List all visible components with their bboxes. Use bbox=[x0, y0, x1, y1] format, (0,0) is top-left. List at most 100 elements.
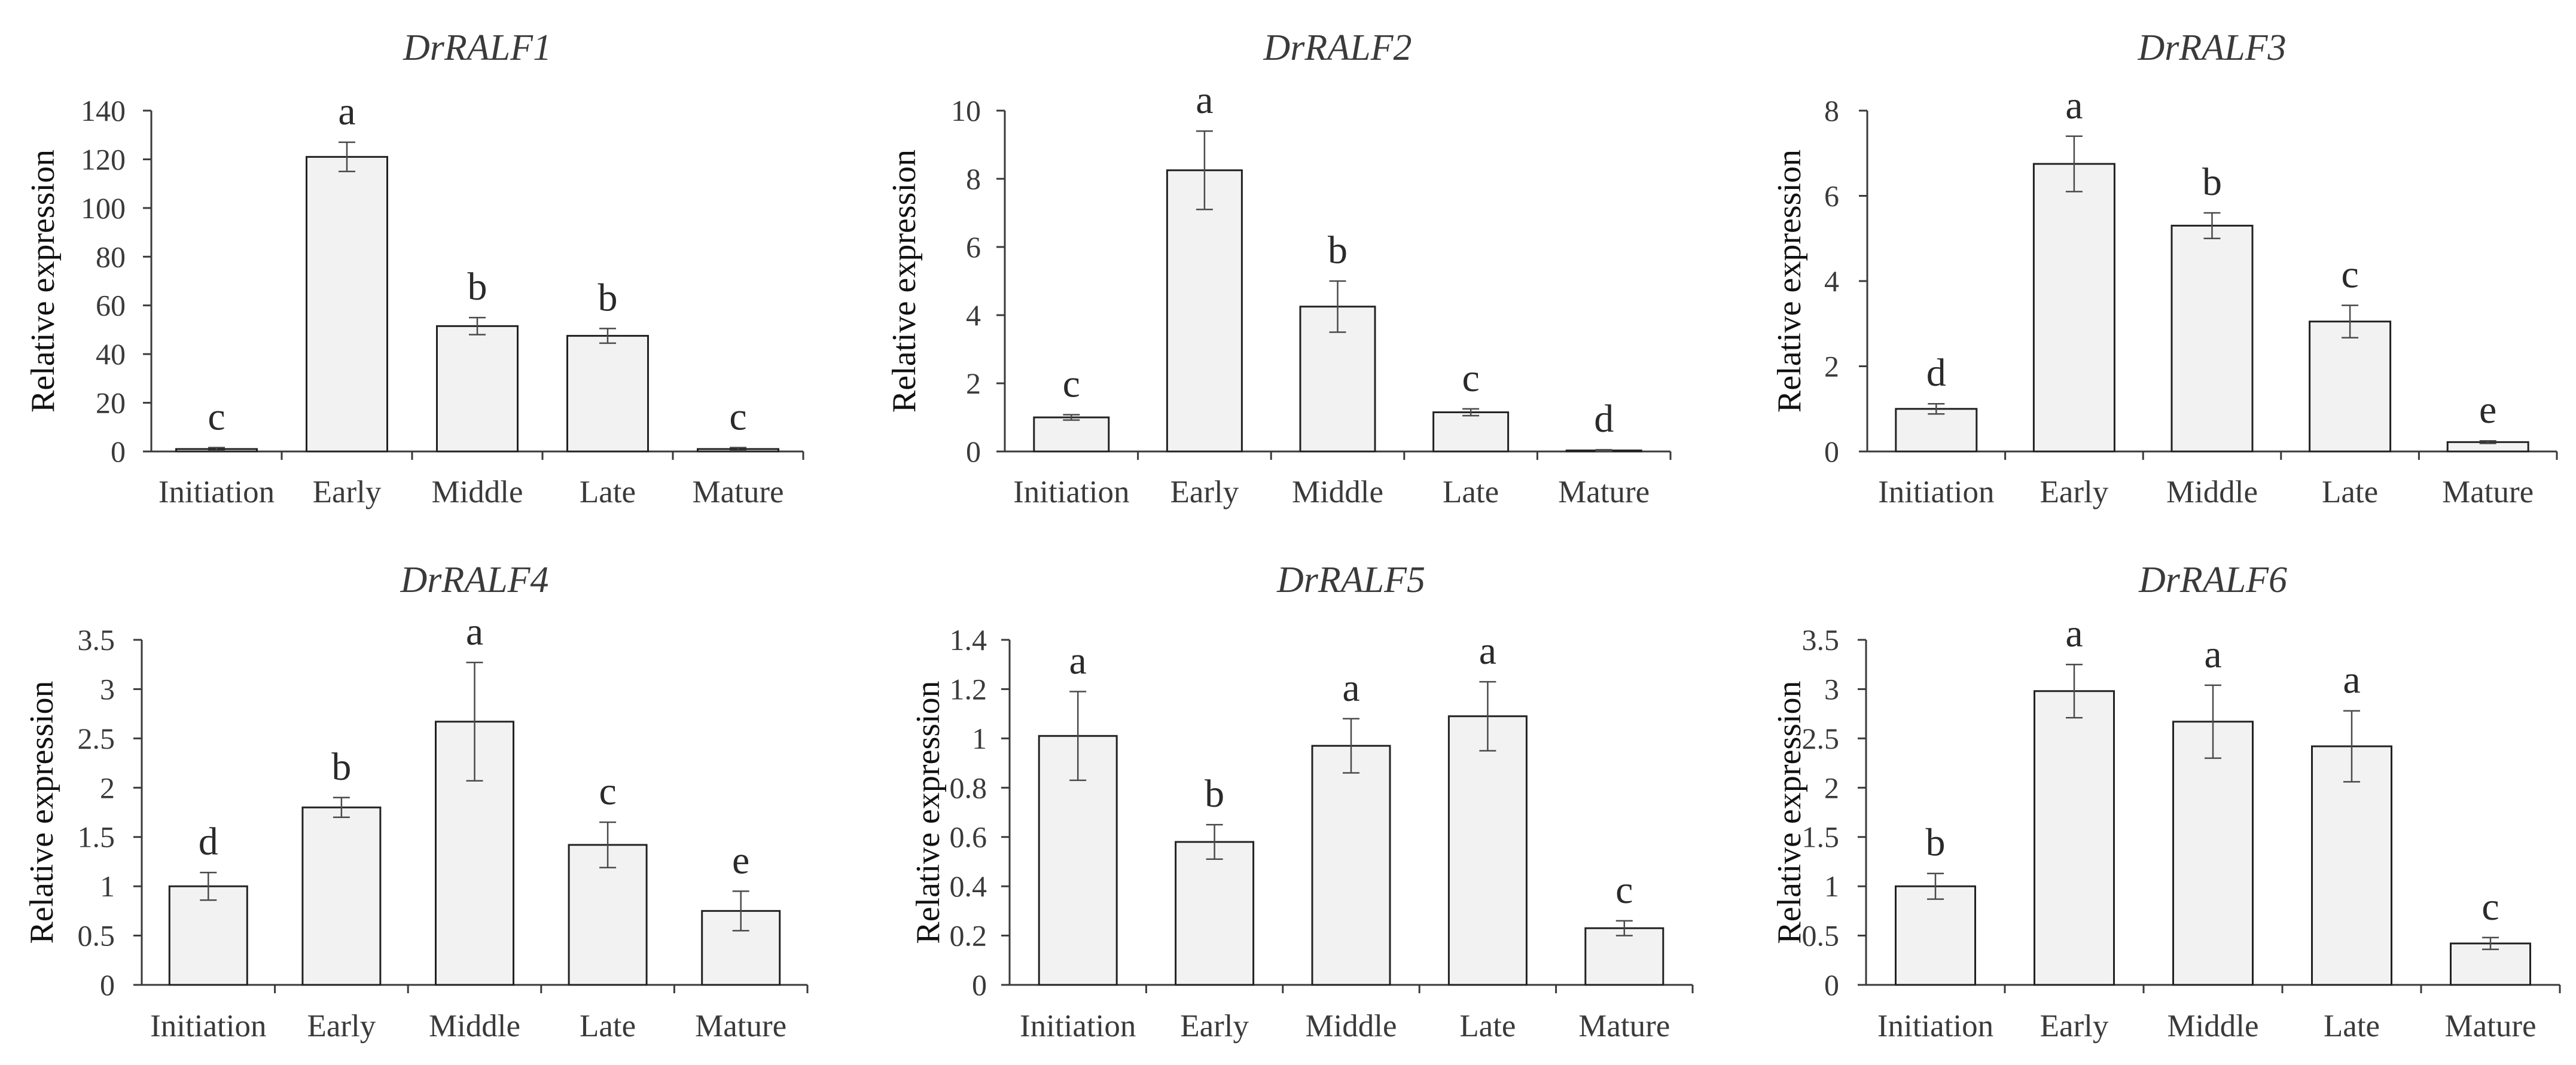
significance-label: a bbox=[1069, 639, 1087, 683]
y-tick-label: 0.6 bbox=[950, 820, 987, 854]
error-bar bbox=[2203, 212, 2221, 239]
error-bar bbox=[333, 797, 350, 818]
chart-title: DrRALF2 bbox=[1263, 28, 1412, 68]
x-tick-label: Late bbox=[580, 1009, 636, 1043]
significance-label: b bbox=[468, 265, 487, 309]
x-tick-label: Initiation bbox=[1877, 1009, 1993, 1043]
x-tick-label: Mature bbox=[2444, 1009, 2536, 1043]
y-axis-label: Relative expression bbox=[886, 149, 923, 413]
x-tick-label: Middle bbox=[1292, 475, 1383, 509]
significance-label: d bbox=[1926, 351, 1946, 395]
y-tick-label: 80 bbox=[96, 240, 126, 273]
significance-label: b bbox=[2202, 160, 2222, 204]
error-bar bbox=[1595, 448, 1612, 452]
y-tick-label: 120 bbox=[81, 142, 126, 176]
error-bar bbox=[1196, 130, 1213, 210]
bar-middle bbox=[1311, 744, 1391, 986]
significance-label: b bbox=[1328, 228, 1348, 272]
x-tick-label: Initiation bbox=[158, 475, 275, 509]
y-tick-label: 2.5 bbox=[1802, 722, 1840, 755]
x-tick-label: Mature bbox=[2442, 475, 2534, 509]
significance-label: a bbox=[338, 90, 355, 133]
y-tick-label: 100 bbox=[81, 191, 126, 225]
y-axis-label: Relative expression bbox=[23, 680, 60, 944]
error-bar bbox=[200, 871, 217, 901]
chart-panel-5: DrRALF5 Relative expression 0 0.2 0.4 0.6 0.8 1… bbox=[910, 560, 1694, 1043]
x-tick-label: Late bbox=[1443, 475, 1499, 509]
y-tick-label: 0.5 bbox=[1802, 919, 1840, 953]
y-tick-label: 3 bbox=[100, 672, 115, 706]
bar-initiation bbox=[168, 885, 248, 986]
y-tick-label: 1 bbox=[972, 722, 987, 755]
y-tick-label: 20 bbox=[96, 386, 126, 420]
y-tick-label: 2 bbox=[966, 367, 981, 400]
y-tick-label: 3.5 bbox=[78, 623, 115, 657]
x-tick-label: Late bbox=[580, 475, 636, 509]
bar-late bbox=[1447, 715, 1528, 986]
bar-initiation bbox=[1033, 416, 1110, 453]
bar-initiation bbox=[1895, 885, 1976, 986]
error-bar bbox=[2342, 304, 2359, 339]
x-tick-label: Late bbox=[2322, 475, 2378, 509]
bar-late bbox=[2309, 321, 2392, 453]
chart-panel-3: DrRALF3 Relative expression 0 2 4 6 8 d Initiati… bbox=[1771, 28, 2558, 509]
y-tick-label: 0.4 bbox=[950, 869, 987, 903]
error-bar bbox=[2482, 936, 2499, 950]
y-tick-label: 0 bbox=[1824, 968, 1839, 1002]
chart-title: DrRALF3 bbox=[2138, 28, 2287, 68]
significance-label: a bbox=[1196, 78, 1213, 122]
significance-label: c bbox=[208, 395, 225, 438]
y-tick-label: 0 bbox=[1824, 435, 1839, 468]
x-tick-label: Initiation bbox=[1020, 1009, 1136, 1043]
error-bar bbox=[2343, 710, 2360, 783]
significance-label: a bbox=[466, 610, 483, 654]
bar-mature bbox=[2450, 942, 2531, 986]
x-tick-label: Initiation bbox=[1013, 475, 1129, 509]
bar-early bbox=[306, 155, 388, 453]
y-tick-label: 2.5 bbox=[78, 722, 115, 755]
y-tick-label: 8 bbox=[966, 162, 981, 196]
y-tick-label: 0.2 bbox=[950, 919, 987, 953]
error-bar bbox=[1329, 280, 1346, 333]
error-bar bbox=[1462, 408, 1480, 417]
significance-label: c bbox=[729, 395, 746, 438]
significance-label: a bbox=[2065, 84, 2083, 127]
error-bar bbox=[2205, 684, 2221, 759]
x-tick-label: Mature bbox=[692, 475, 784, 509]
error-bar bbox=[1615, 920, 1633, 936]
y-axis-label: Relative expression bbox=[910, 680, 947, 944]
bar-initiation bbox=[1895, 408, 1978, 453]
error-bar bbox=[469, 316, 486, 335]
significance-label: b bbox=[1205, 772, 1224, 816]
y-tick-label: 2 bbox=[1824, 350, 1839, 383]
y-tick-label: 6 bbox=[966, 230, 981, 264]
significance-label: c bbox=[1615, 868, 1633, 912]
y-tick-label: 8 bbox=[1824, 94, 1839, 127]
y-axis-label: Relative expression bbox=[1771, 680, 1808, 944]
y-tick-label: 10 bbox=[951, 94, 981, 127]
error-bar bbox=[1206, 823, 1223, 860]
significance-label: a bbox=[2204, 633, 2221, 676]
significance-label: d bbox=[199, 820, 218, 863]
x-tick-label: Mature bbox=[1558, 475, 1650, 509]
y-tick-label: 0 bbox=[100, 968, 115, 1002]
chart-panel-1: DrRALF1 Relative expression 0 20 40 60 80 100 12… bbox=[25, 28, 804, 509]
error-bar bbox=[1927, 872, 1944, 900]
x-tick-label: Middle bbox=[1305, 1009, 1397, 1043]
x-tick-label: Middle bbox=[431, 475, 523, 509]
significance-label: b bbox=[598, 276, 618, 319]
y-tick-label: 4 bbox=[966, 298, 981, 332]
y-tick-label: 140 bbox=[81, 94, 126, 127]
y-tick-label: 1 bbox=[1824, 869, 1839, 903]
x-tick-label: Mature bbox=[695, 1009, 786, 1043]
error-bar bbox=[1479, 680, 1496, 752]
x-tick-label: Early bbox=[2040, 475, 2109, 509]
x-tick-label: Middle bbox=[2166, 475, 2258, 509]
bar-early bbox=[2034, 690, 2115, 986]
bar-early bbox=[301, 806, 382, 986]
bar-early bbox=[1175, 841, 1255, 986]
x-tick-label: Middle bbox=[429, 1009, 520, 1043]
significance-label: c bbox=[2341, 253, 2358, 297]
error-bar bbox=[599, 328, 616, 344]
